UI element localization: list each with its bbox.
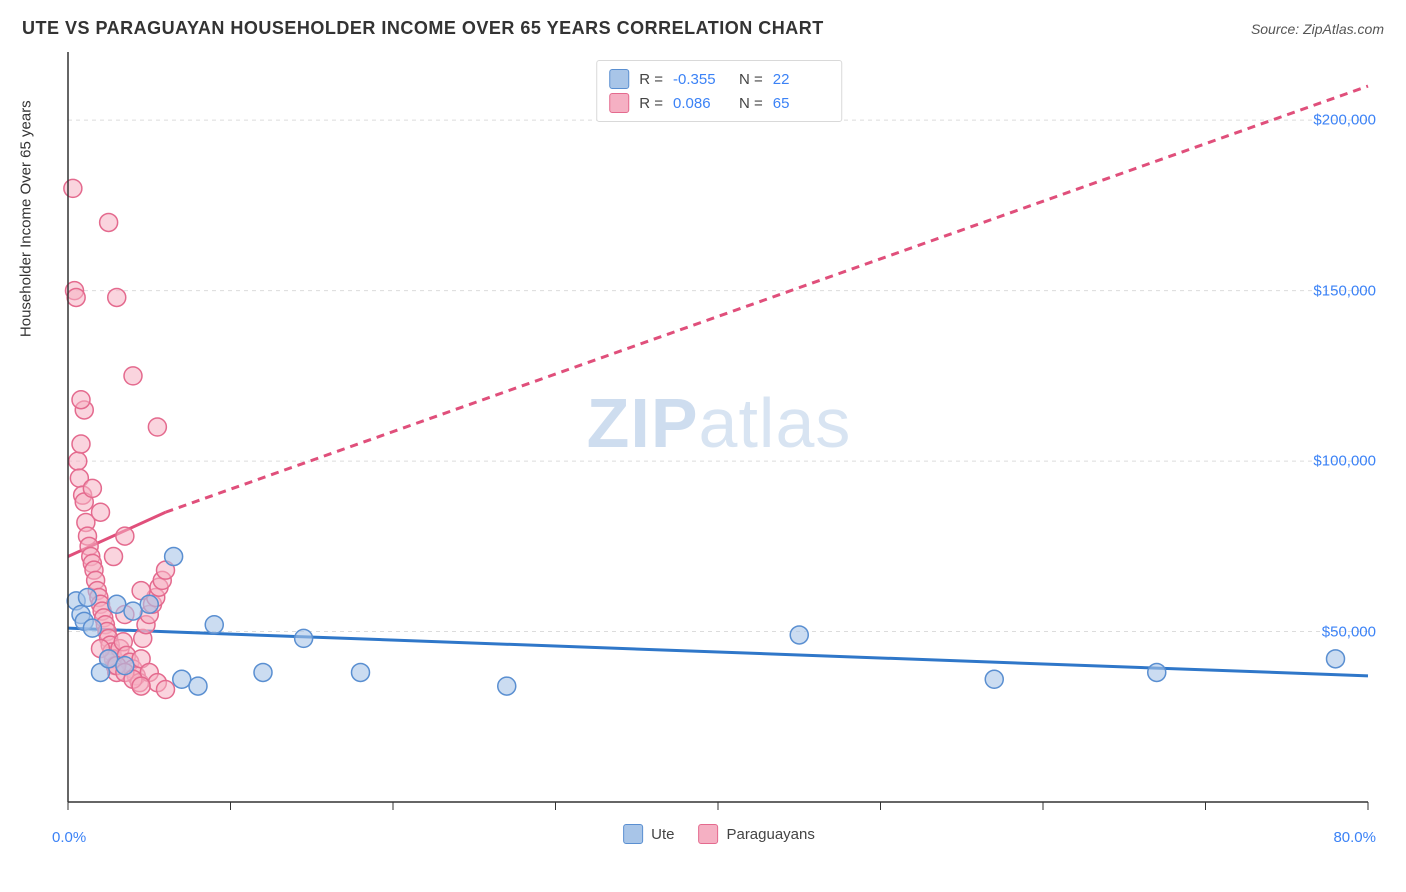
legend-row-ute: R = -0.355 N = 22 — [609, 67, 829, 91]
x-min-label: 0.0% — [52, 829, 86, 846]
series-label-ute: Ute — [651, 826, 674, 843]
y-axis-label: Householder Income Over 65 years — [18, 100, 35, 337]
y-tick-label: $100,000 — [1313, 453, 1376, 470]
y-tick-label: $50,000 — [1322, 623, 1376, 640]
legend-series: Ute Paraguayans — [623, 824, 815, 844]
chart-area: Householder Income Over 65 years ZIPatla… — [52, 52, 1386, 842]
swatch-paraguayans — [609, 93, 629, 113]
legend-row-paraguayans: R = 0.086 N = 65 — [609, 91, 829, 115]
legend-item-paraguayans: Paraguayans — [698, 824, 814, 844]
series-label-paraguayans: Paraguayans — [726, 826, 814, 843]
r-value-paraguayans: 0.086 — [673, 95, 729, 112]
y-tick-label: $150,000 — [1313, 282, 1376, 299]
r-label: R = — [639, 95, 663, 112]
source-label: Source: ZipAtlas.com — [1251, 21, 1384, 37]
scatter-plot — [52, 52, 1386, 842]
swatch-paraguayans — [698, 824, 718, 844]
n-label: N = — [739, 71, 763, 88]
n-label: N = — [739, 95, 763, 112]
header: UTE VS PARAGUAYAN HOUSEHOLDER INCOME OVE… — [0, 0, 1406, 49]
chart-title: UTE VS PARAGUAYAN HOUSEHOLDER INCOME OVE… — [22, 18, 824, 39]
swatch-ute — [623, 824, 643, 844]
n-value-paraguayans: 65 — [773, 95, 829, 112]
x-max-label: 80.0% — [1333, 829, 1376, 846]
r-label: R = — [639, 71, 663, 88]
n-value-ute: 22 — [773, 71, 829, 88]
legend-item-ute: Ute — [623, 824, 674, 844]
swatch-ute — [609, 69, 629, 89]
r-value-ute: -0.355 — [673, 71, 729, 88]
y-tick-label: $200,000 — [1313, 112, 1376, 129]
legend-correlation: R = -0.355 N = 22 R = 0.086 N = 65 — [596, 60, 842, 122]
